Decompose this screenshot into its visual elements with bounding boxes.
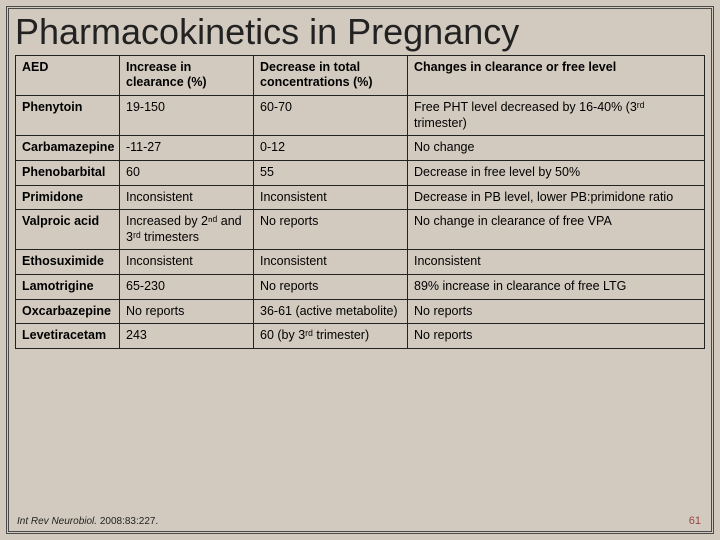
- table-row: Primidone Inconsistent Inconsistent Decr…: [16, 185, 705, 210]
- cell-inc: 19-150: [120, 96, 254, 136]
- cell-drug: Primidone: [16, 185, 120, 210]
- cell-chg: Decrease in free level by 50%: [408, 160, 705, 185]
- table-row: Phenytoin 19-150 60-70 Free PHT level de…: [16, 96, 705, 136]
- col-header-decrease: Decrease in total concentrations (%): [254, 55, 408, 95]
- citation-footnote: Int Rev Neurobiol. 2008:83:227.: [17, 516, 158, 527]
- citation-journal: Int Rev Neurobiol.: [17, 516, 97, 527]
- cell-chg: Decrease in PB level, lower PB:primidone…: [408, 185, 705, 210]
- cell-dec: No reports: [254, 275, 408, 300]
- pharmacokinetics-table: AED Increase in clearance (%) Decrease i…: [15, 55, 705, 349]
- cell-inc: Increased by 2ⁿᵈ and 3ʳᵈ trimesters: [120, 210, 254, 250]
- col-header-changes: Changes in clearance or free level: [408, 55, 705, 95]
- cell-drug: Phenytoin: [16, 96, 120, 136]
- cell-dec: Inconsistent: [254, 185, 408, 210]
- cell-drug: Carbamazepine: [16, 136, 120, 161]
- cell-drug: Oxcarbazepine: [16, 299, 120, 324]
- cell-inc: -11-27: [120, 136, 254, 161]
- cell-drug: Phenobarbital: [16, 160, 120, 185]
- table-header-row: AED Increase in clearance (%) Decrease i…: [16, 55, 705, 95]
- cell-inc: 243: [120, 324, 254, 349]
- cell-chg: No change in clearance of free VPA: [408, 210, 705, 250]
- cell-chg: No change: [408, 136, 705, 161]
- table-row: Lamotrigine 65-230 No reports 89% increa…: [16, 275, 705, 300]
- table-row: Valproic acid Increased by 2ⁿᵈ and 3ʳᵈ t…: [16, 210, 705, 250]
- table-row: Ethosuximide Inconsistent Inconsistent I…: [16, 250, 705, 275]
- page-number: 61: [689, 515, 701, 527]
- cell-chg: 89% increase in clearance of free LTG: [408, 275, 705, 300]
- slide-title: Pharmacokinetics in Pregnancy: [15, 13, 705, 51]
- cell-inc: 60: [120, 160, 254, 185]
- table-body: Phenytoin 19-150 60-70 Free PHT level de…: [16, 96, 705, 349]
- cell-inc: No reports: [120, 299, 254, 324]
- cell-dec: Inconsistent: [254, 250, 408, 275]
- cell-chg: No reports: [408, 324, 705, 349]
- cell-dec: 0-12: [254, 136, 408, 161]
- cell-dec: No reports: [254, 210, 408, 250]
- cell-inc: Inconsistent: [120, 250, 254, 275]
- cell-drug: Ethosuximide: [16, 250, 120, 275]
- col-header-increase: Increase in clearance (%): [120, 55, 254, 95]
- citation-ref: 2008:83:227.: [97, 516, 158, 527]
- table-row: Carbamazepine -11-27 0-12 No change: [16, 136, 705, 161]
- table-row: Phenobarbital 60 55 Decrease in free lev…: [16, 160, 705, 185]
- cell-dec: 55: [254, 160, 408, 185]
- cell-dec: 60 (by 3ʳᵈ trimester): [254, 324, 408, 349]
- slide-frame: Pharmacokinetics in Pregnancy AED Increa…: [6, 6, 714, 534]
- cell-inc: 65-230: [120, 275, 254, 300]
- cell-drug: Lamotrigine: [16, 275, 120, 300]
- col-header-aed: AED: [16, 55, 120, 95]
- cell-dec: 60-70: [254, 96, 408, 136]
- cell-dec: 36-61 (active metabolite): [254, 299, 408, 324]
- cell-drug: Valproic acid: [16, 210, 120, 250]
- table-row: Oxcarbazepine No reports 36-61 (active m…: [16, 299, 705, 324]
- cell-chg: Free PHT level decreased by 16-40% (3ʳᵈ …: [408, 96, 705, 136]
- cell-inc: Inconsistent: [120, 185, 254, 210]
- cell-drug: Levetiracetam: [16, 324, 120, 349]
- cell-chg: Inconsistent: [408, 250, 705, 275]
- table-row: Levetiracetam 243 60 (by 3ʳᵈ trimester) …: [16, 324, 705, 349]
- cell-chg: No reports: [408, 299, 705, 324]
